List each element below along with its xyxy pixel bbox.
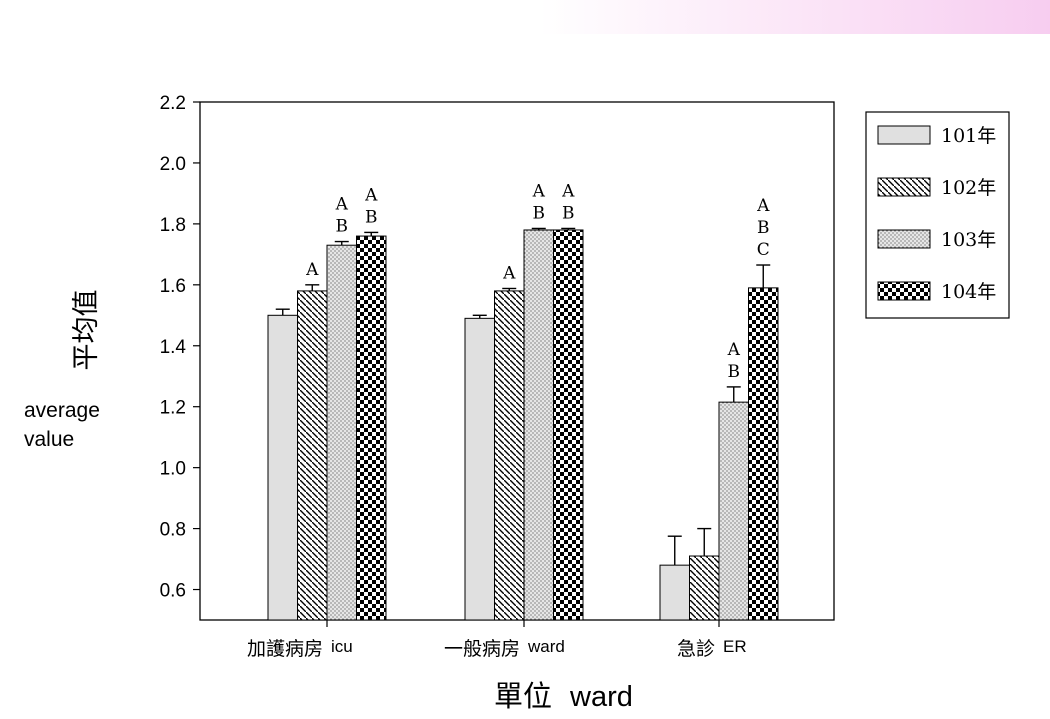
y-tick-label: 2.2: [160, 93, 186, 114]
bar-102年-ward: [494, 290, 525, 621]
legend-label: 103年: [941, 229, 996, 251]
bar-101年-ward: [464, 317, 495, 621]
y-tick-label: 1.0: [160, 459, 186, 480]
significance-letter: B: [728, 362, 741, 382]
bar-102年-icu: [297, 290, 328, 621]
legend-swatch-101年: [877, 125, 931, 145]
y-axis-title-cn: 平均值: [71, 290, 102, 371]
x-axis-title-en: ward: [569, 681, 633, 713]
x-category-label-cn: 一般病房: [444, 638, 520, 660]
significance-letter: A: [561, 181, 575, 201]
y-tick-label: 1.8: [160, 215, 186, 236]
significance-letter: A: [727, 340, 741, 360]
bar-101年-icu: [267, 314, 298, 621]
legend-swatch-102年: [877, 177, 931, 197]
significance-letter: B: [562, 203, 575, 223]
significance-letter: C: [757, 240, 770, 260]
significance-letter: A: [532, 181, 546, 201]
significance-letter: A: [756, 196, 770, 216]
bar-101年-ER: [659, 564, 690, 621]
y-tick-label: 1.2: [160, 398, 186, 419]
significance-letter: A: [364, 185, 378, 205]
x-axis-title-cn: 單位: [494, 679, 552, 713]
y-tick-label: 0.8: [160, 520, 186, 541]
bar-104年-icu: [356, 235, 387, 621]
y-axis: 0.6 0.8 1.0 1.2 1.4 1.6 1.8 2.0 2.2: [160, 93, 200, 602]
x-category-label-cn: 加護病房: [247, 638, 323, 660]
significance-letter: B: [533, 203, 546, 223]
bar-102年-ER: [689, 555, 720, 621]
significance-letter: A: [335, 195, 349, 215]
legend-swatch-103年: [877, 229, 931, 249]
header-gradient-banner: [540, 0, 1050, 34]
y-axis-title-en-line1: average: [24, 399, 100, 422]
legend: 101年 102年 103年 104年: [865, 111, 1010, 319]
bar-103年-ER: [718, 401, 749, 621]
bar-104年-ER: [748, 287, 779, 621]
x-category-label-en: ER: [723, 637, 747, 656]
y-tick-label: 2.0: [160, 154, 186, 175]
x-axis-category-labels: 加護病房 icu 一般病房 ward 急診 ER: [247, 620, 747, 660]
bars-group: [267, 227, 779, 621]
bar-104年-ward: [553, 229, 584, 621]
legend-swatch-104年: [877, 281, 931, 301]
y-tick-label: 0.6: [160, 581, 186, 602]
significance-letter: B: [336, 217, 349, 237]
bar-103年-ward: [523, 229, 554, 621]
legend-label: 104年: [941, 281, 996, 303]
bar-103年-icu: [326, 244, 357, 621]
legend-label: 101年: [941, 125, 996, 147]
significance-letter: B: [757, 218, 770, 238]
x-category-label-en: ward: [527, 637, 565, 656]
legend-label: 102年: [941, 177, 996, 199]
x-category-label-en: icu: [331, 637, 353, 656]
significance-letter: A: [305, 260, 319, 280]
x-category-label-cn: 急診: [677, 638, 715, 660]
y-axis-title-en-line2: value: [24, 428, 74, 451]
y-tick-label: 1.6: [160, 276, 186, 297]
significance-letter: B: [365, 207, 378, 227]
y-tick-label: 1.4: [160, 337, 187, 358]
significance-letter: A: [502, 263, 516, 283]
